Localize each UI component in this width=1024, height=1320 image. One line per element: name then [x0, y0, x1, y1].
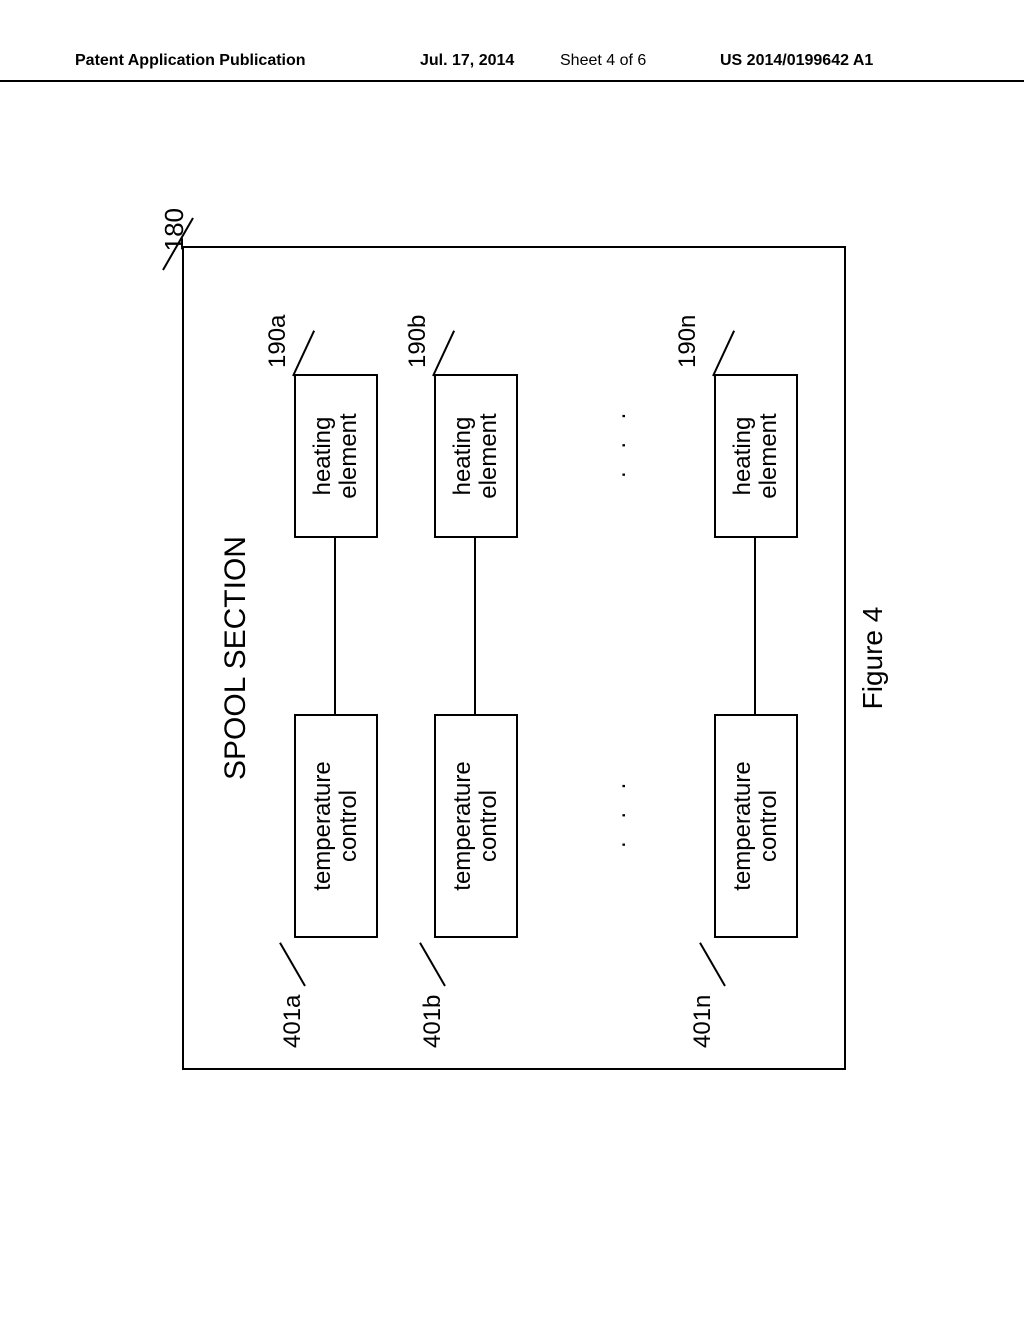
- ellipsis-right: . . .: [604, 405, 632, 478]
- row-b: 401b temperature control heating element…: [434, 248, 524, 1068]
- ref-190b: 190b: [404, 315, 432, 368]
- section-title: SPOOL SECTION: [219, 536, 253, 780]
- temperature-control-label-b: temperature control: [450, 761, 503, 890]
- connector-a: [334, 538, 336, 716]
- heating-element-box-b: heating element: [434, 374, 518, 538]
- spool-section-diagram: 180 SPOOL SECTION 401a temperature contr…: [162, 210, 862, 1110]
- ref-401n: 401n: [689, 995, 717, 1048]
- lead-line-190a: [292, 330, 315, 376]
- page-header: Patent Application Publication Jul. 17, …: [0, 50, 1024, 82]
- row-n: 401n temperature control heating element…: [714, 248, 804, 1068]
- ellipsis-left: . . .: [604, 775, 632, 848]
- heating-element-label-b: heating element: [450, 413, 503, 498]
- publication-label: Patent Application Publication: [75, 52, 306, 70]
- ref-401b: 401b: [419, 995, 447, 1048]
- sheet-number: Sheet 4 of 6: [560, 52, 646, 70]
- row-a: 401a temperature control heating element…: [294, 248, 384, 1068]
- ref-190a: 190a: [264, 315, 292, 368]
- connector-b: [474, 538, 476, 716]
- spool-section-box: 180 SPOOL SECTION 401a temperature contr…: [182, 246, 846, 1070]
- lead-line-401a: [279, 942, 306, 986]
- heating-element-box-n: heating element: [714, 374, 798, 538]
- ref-401a: 401a: [279, 995, 307, 1048]
- heating-element-box-a: heating element: [294, 374, 378, 538]
- heating-element-label-n: heating element: [730, 413, 783, 498]
- ref-190n: 190n: [674, 315, 702, 368]
- temperature-control-box-a: temperature control: [294, 714, 378, 938]
- temperature-control-label-n: temperature control: [730, 761, 783, 890]
- connector-n: [754, 538, 756, 716]
- lead-line-190b: [432, 330, 455, 376]
- figure-caption: Figure 4: [857, 607, 889, 710]
- temperature-control-box-b: temperature control: [434, 714, 518, 938]
- heating-element-label-a: heating element: [310, 413, 363, 498]
- temperature-control-label-a: temperature control: [310, 761, 363, 890]
- lead-line-190n: [712, 330, 735, 376]
- lead-line-401n: [699, 942, 726, 986]
- publication-number: US 2014/0199642 A1: [720, 52, 873, 70]
- publication-date: Jul. 17, 2014: [420, 52, 514, 70]
- page: Patent Application Publication Jul. 17, …: [0, 0, 1024, 1320]
- temperature-control-box-n: temperature control: [714, 714, 798, 938]
- lead-line-401b: [419, 942, 446, 986]
